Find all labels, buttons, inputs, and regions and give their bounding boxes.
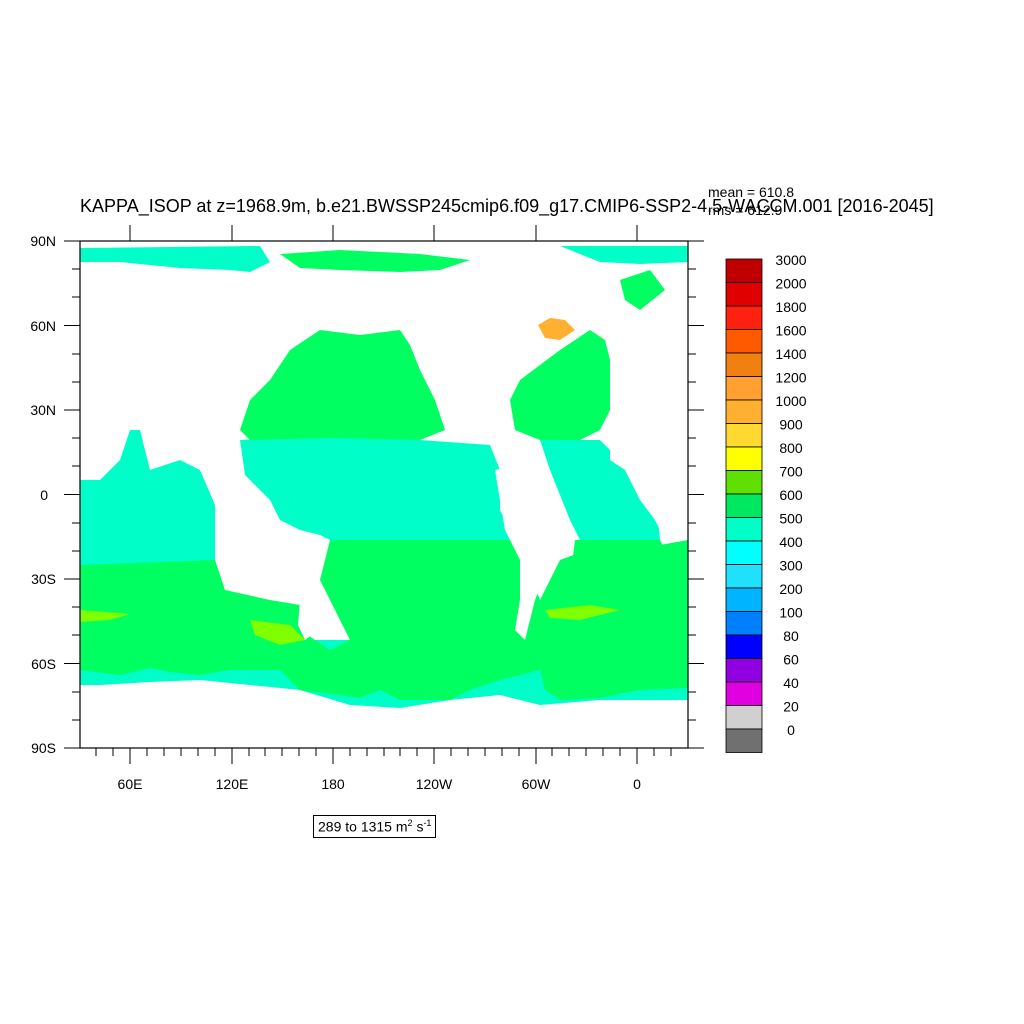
map-field <box>80 241 688 748</box>
colorbar-label: 1600 <box>775 323 806 339</box>
colorbar-box <box>725 634 763 659</box>
unit-m: m <box>395 818 408 835</box>
colorbar-box <box>725 517 763 542</box>
colorbar-label: 1000 <box>775 393 806 409</box>
colorbar-box <box>725 258 763 283</box>
unit-s: s <box>416 818 424 835</box>
lon-label-60w: 60W <box>522 776 552 792</box>
colorbar-box <box>725 352 763 377</box>
range-text: 289 to 1315 <box>318 818 392 835</box>
pacific-tropical-cyan <box>240 435 515 540</box>
lon-label-120w: 120W <box>416 776 453 792</box>
lon-labels: 60E 120E 180 120W 60W 0 <box>118 776 642 792</box>
lon-label-0: 0 <box>633 776 641 792</box>
colorbar-label: 700 <box>779 464 803 480</box>
colorbar-label: 200 <box>779 581 803 597</box>
lat-label-60n: 60N <box>30 318 56 334</box>
colorbar-box <box>725 470 763 495</box>
lat-labels: 90N 60N 30N 0 30S 60S 90S <box>30 233 56 756</box>
colorbar-box <box>725 587 763 612</box>
colorbar-box <box>725 611 763 636</box>
colorbar-label: 40 <box>783 675 799 691</box>
rms-stat: rms = 612.9 <box>708 202 783 218</box>
barents-green <box>620 270 665 310</box>
colorbar-box <box>725 705 763 730</box>
colorbar-label: 800 <box>779 440 803 456</box>
labrador-orange <box>538 318 575 340</box>
colorbar-label: 500 <box>779 511 803 527</box>
lon-ticks <box>95 225 672 764</box>
colorbar-label: 60 <box>783 652 799 668</box>
colorbar-box <box>725 493 763 518</box>
lon-label-60e: 60E <box>118 776 143 792</box>
africa-land <box>610 410 688 540</box>
tasman-yellowgreen <box>250 620 305 645</box>
colorbar-box <box>725 540 763 565</box>
colorbar-label: 1200 <box>775 370 806 386</box>
north-pacific-green <box>240 330 445 440</box>
colorbar-label: 300 <box>779 558 803 574</box>
arctic-green <box>280 250 470 272</box>
colorbar-label: 1800 <box>775 299 806 315</box>
indian-ocean-cyan <box>80 430 230 565</box>
lat-label-60s: 60S <box>31 656 56 672</box>
range-units-box: 289 to 1315 m2 s-1 <box>313 815 437 838</box>
arctic-east-cyan <box>560 246 688 264</box>
colorbar-label: 0 <box>787 722 795 738</box>
lat-ticks <box>64 240 704 749</box>
newzealand-land <box>298 600 318 640</box>
colorbar-box <box>725 399 763 424</box>
south-america-land <box>495 465 570 640</box>
unit-m-exp: 2 <box>407 818 413 828</box>
colorbar: 3000200018001600140012001000900800700600… <box>725 252 807 753</box>
colorbar-box <box>725 376 763 401</box>
lat-label-90n: 90N <box>30 233 56 249</box>
indian-yellowgreen <box>80 610 130 622</box>
colorbar-label: 900 <box>779 417 803 433</box>
colorbar-label: 80 <box>783 628 799 644</box>
plot-title: KAPPA_ISOP at z=1968.9m, b.e21.BWSSP245c… <box>80 196 934 216</box>
colorbar-box <box>725 282 763 307</box>
lat-label-90s: 90S <box>31 740 56 756</box>
lat-label-0: 0 <box>40 487 48 503</box>
colorbar-box <box>725 329 763 354</box>
lat-label-30s: 30S <box>31 571 56 587</box>
colorbar-label: 1400 <box>775 346 806 362</box>
atlantic-south-yellowgreen <box>545 605 620 620</box>
colorbar-box <box>725 658 763 683</box>
lon-label-120e: 120E <box>216 776 249 792</box>
arctic-cyan <box>80 246 270 272</box>
mean-stat: mean = 610.8 <box>708 184 795 200</box>
colorbar-label: 3000 <box>775 252 806 268</box>
colorbar-box <box>725 305 763 330</box>
colorbar-label: 20 <box>783 699 799 715</box>
indian-ocean-south-green <box>80 540 688 700</box>
colorbar-label: 100 <box>779 605 803 621</box>
australia-land <box>215 500 280 590</box>
colorbar-label: 400 <box>779 534 803 550</box>
colorbar-box <box>725 446 763 471</box>
colorbar-box <box>725 423 763 448</box>
lon-label-180: 180 <box>321 776 345 792</box>
colorbar-label: 2000 <box>775 276 806 292</box>
unit-s-exp: -1 <box>423 818 432 828</box>
colorbar-label: 600 <box>779 487 803 503</box>
colorbar-box <box>725 564 763 589</box>
north-atlantic-green <box>510 330 610 440</box>
lat-label-30n: 30N <box>30 402 56 418</box>
colorbar-box <box>725 681 763 706</box>
colorbar-box <box>725 728 763 753</box>
